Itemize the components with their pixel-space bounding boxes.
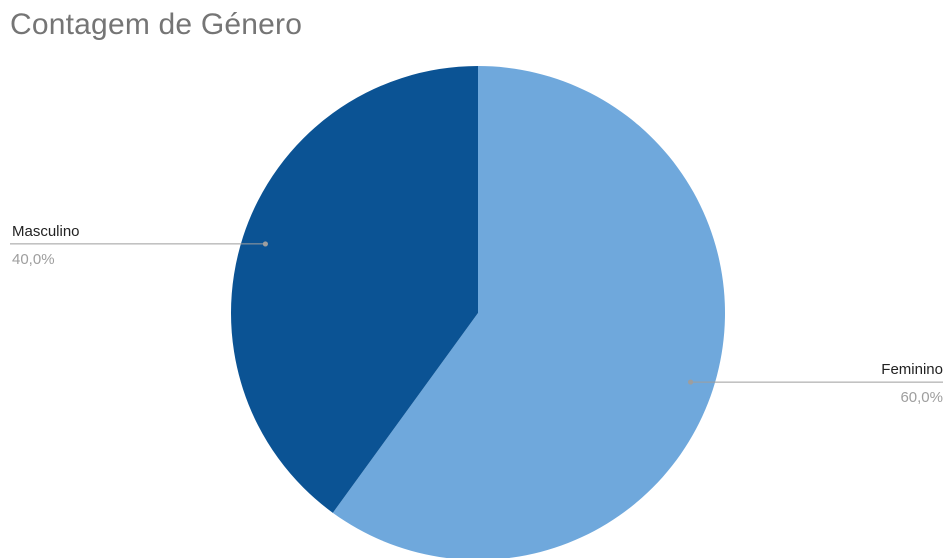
pie-labels: Feminino 60,0% Masculino 40,0% [12, 223, 943, 406]
slice-label-feminino: Feminino [881, 361, 943, 378]
pie-slice-masculino [230, 65, 478, 513]
pie-slice-feminino [332, 66, 726, 558]
slice-label-masculino: Masculino [12, 223, 80, 240]
slice-value-feminino: 60,0% [900, 389, 943, 406]
slice-value-masculino: 40,0% [12, 251, 55, 268]
chart-title: Contagem de Género [10, 8, 303, 41]
pie-leader-lines [10, 241, 943, 385]
pie-slices [230, 65, 726, 558]
